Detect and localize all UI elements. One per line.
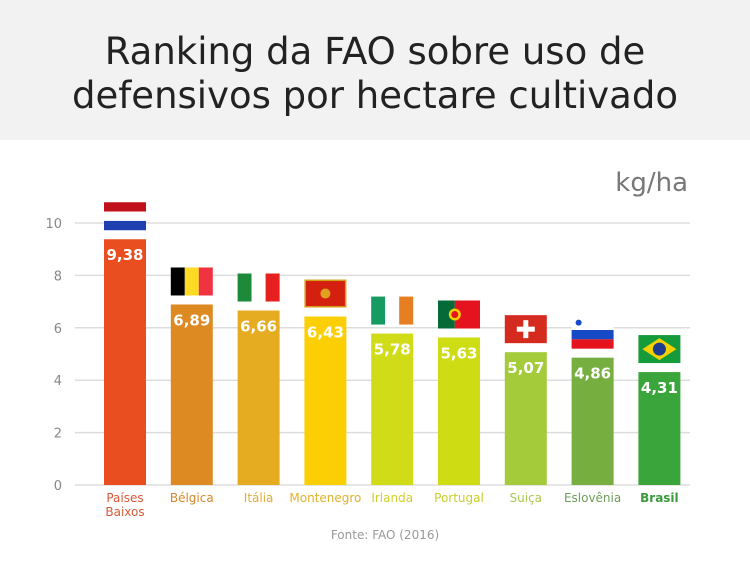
x-tick-label: Bélgica [170, 491, 214, 505]
title-band: Ranking da FAO sobre uso de defensivos p… [0, 0, 750, 140]
ireland-flag-icon [371, 296, 414, 325]
x-tick-label: Eslovênia [564, 491, 621, 505]
chart-title: Ranking da FAO sobre uso de defensivos p… [72, 30, 678, 117]
x-tick-label: Países Baixos [105, 491, 144, 519]
y-tick-label: 8 [54, 269, 62, 284]
unit-label: kg/ha [615, 168, 688, 198]
y-tick-label: 0 [54, 479, 62, 494]
bar [371, 333, 414, 485]
italy-flag-icon [237, 273, 280, 302]
netherlands-flag-icon [104, 202, 146, 231]
y-tick-label: 10 [45, 217, 62, 232]
belgium-flag-icon [170, 267, 213, 296]
montenegro-flag-icon [304, 279, 347, 308]
brazil-flag-icon [638, 335, 681, 364]
bar [638, 372, 681, 485]
bar [438, 337, 480, 485]
bar [237, 310, 280, 485]
bar-value-label: 5,07 [507, 359, 544, 377]
bar-value-label: 4,31 [641, 379, 678, 397]
y-tick-label: 6 [54, 322, 62, 337]
bar [304, 316, 347, 485]
bar-value-label: 9,38 [106, 246, 143, 264]
x-tick-label: Suiça [510, 491, 543, 505]
portugal-flag-icon [438, 300, 480, 329]
bar-value-label: 6,89 [173, 311, 210, 329]
x-tick-label: Portugal [434, 491, 484, 505]
switzerland-flag-icon [504, 315, 547, 344]
bar-value-label: 5,63 [440, 344, 477, 362]
x-tick-label: Itália [244, 491, 274, 505]
bar-value-label: 6,43 [307, 324, 344, 342]
x-tick-label: Montenegro [289, 491, 361, 505]
bar-value-label: 5,78 [374, 341, 411, 359]
bar [170, 304, 213, 485]
bar [504, 352, 547, 485]
y-tick-label: 2 [54, 427, 62, 442]
bar [104, 239, 146, 485]
y-tick-label: 4 [54, 374, 62, 389]
slovenia-flag-icon [571, 319, 614, 349]
bar-value-label: 6,66 [240, 318, 277, 336]
x-tick-label: Irlanda [371, 491, 413, 505]
bar-value-label: 4,86 [574, 365, 611, 383]
x-tick-label: Brasil [640, 491, 679, 505]
bar [571, 357, 614, 485]
source-note: Fonte: FAO (2016) [330, 528, 440, 542]
